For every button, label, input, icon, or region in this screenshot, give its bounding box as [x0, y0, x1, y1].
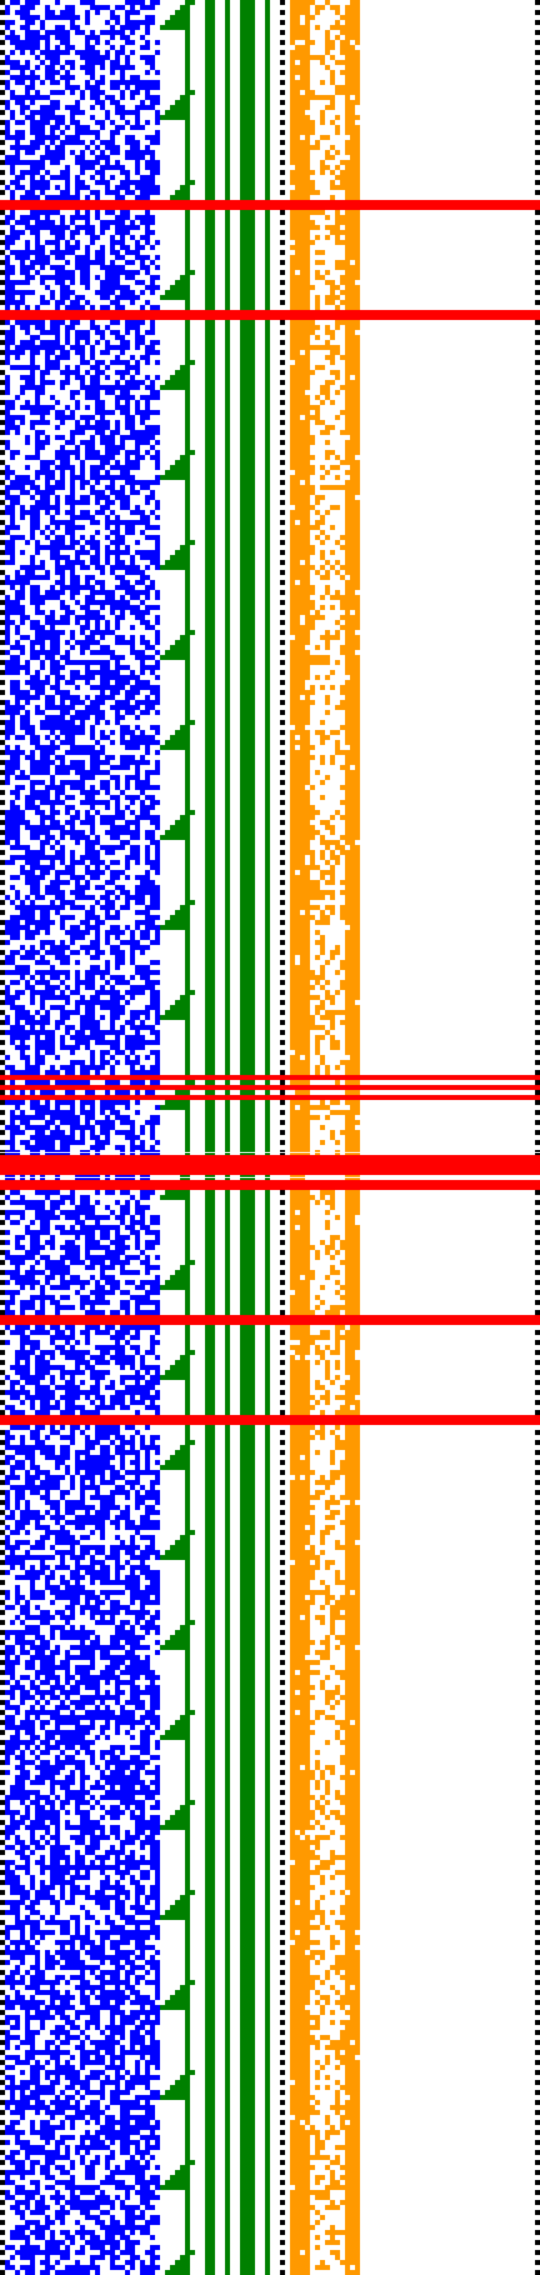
bitmap-canvas — [0, 0, 540, 2275]
visualization-matrix — [0, 0, 540, 2275]
